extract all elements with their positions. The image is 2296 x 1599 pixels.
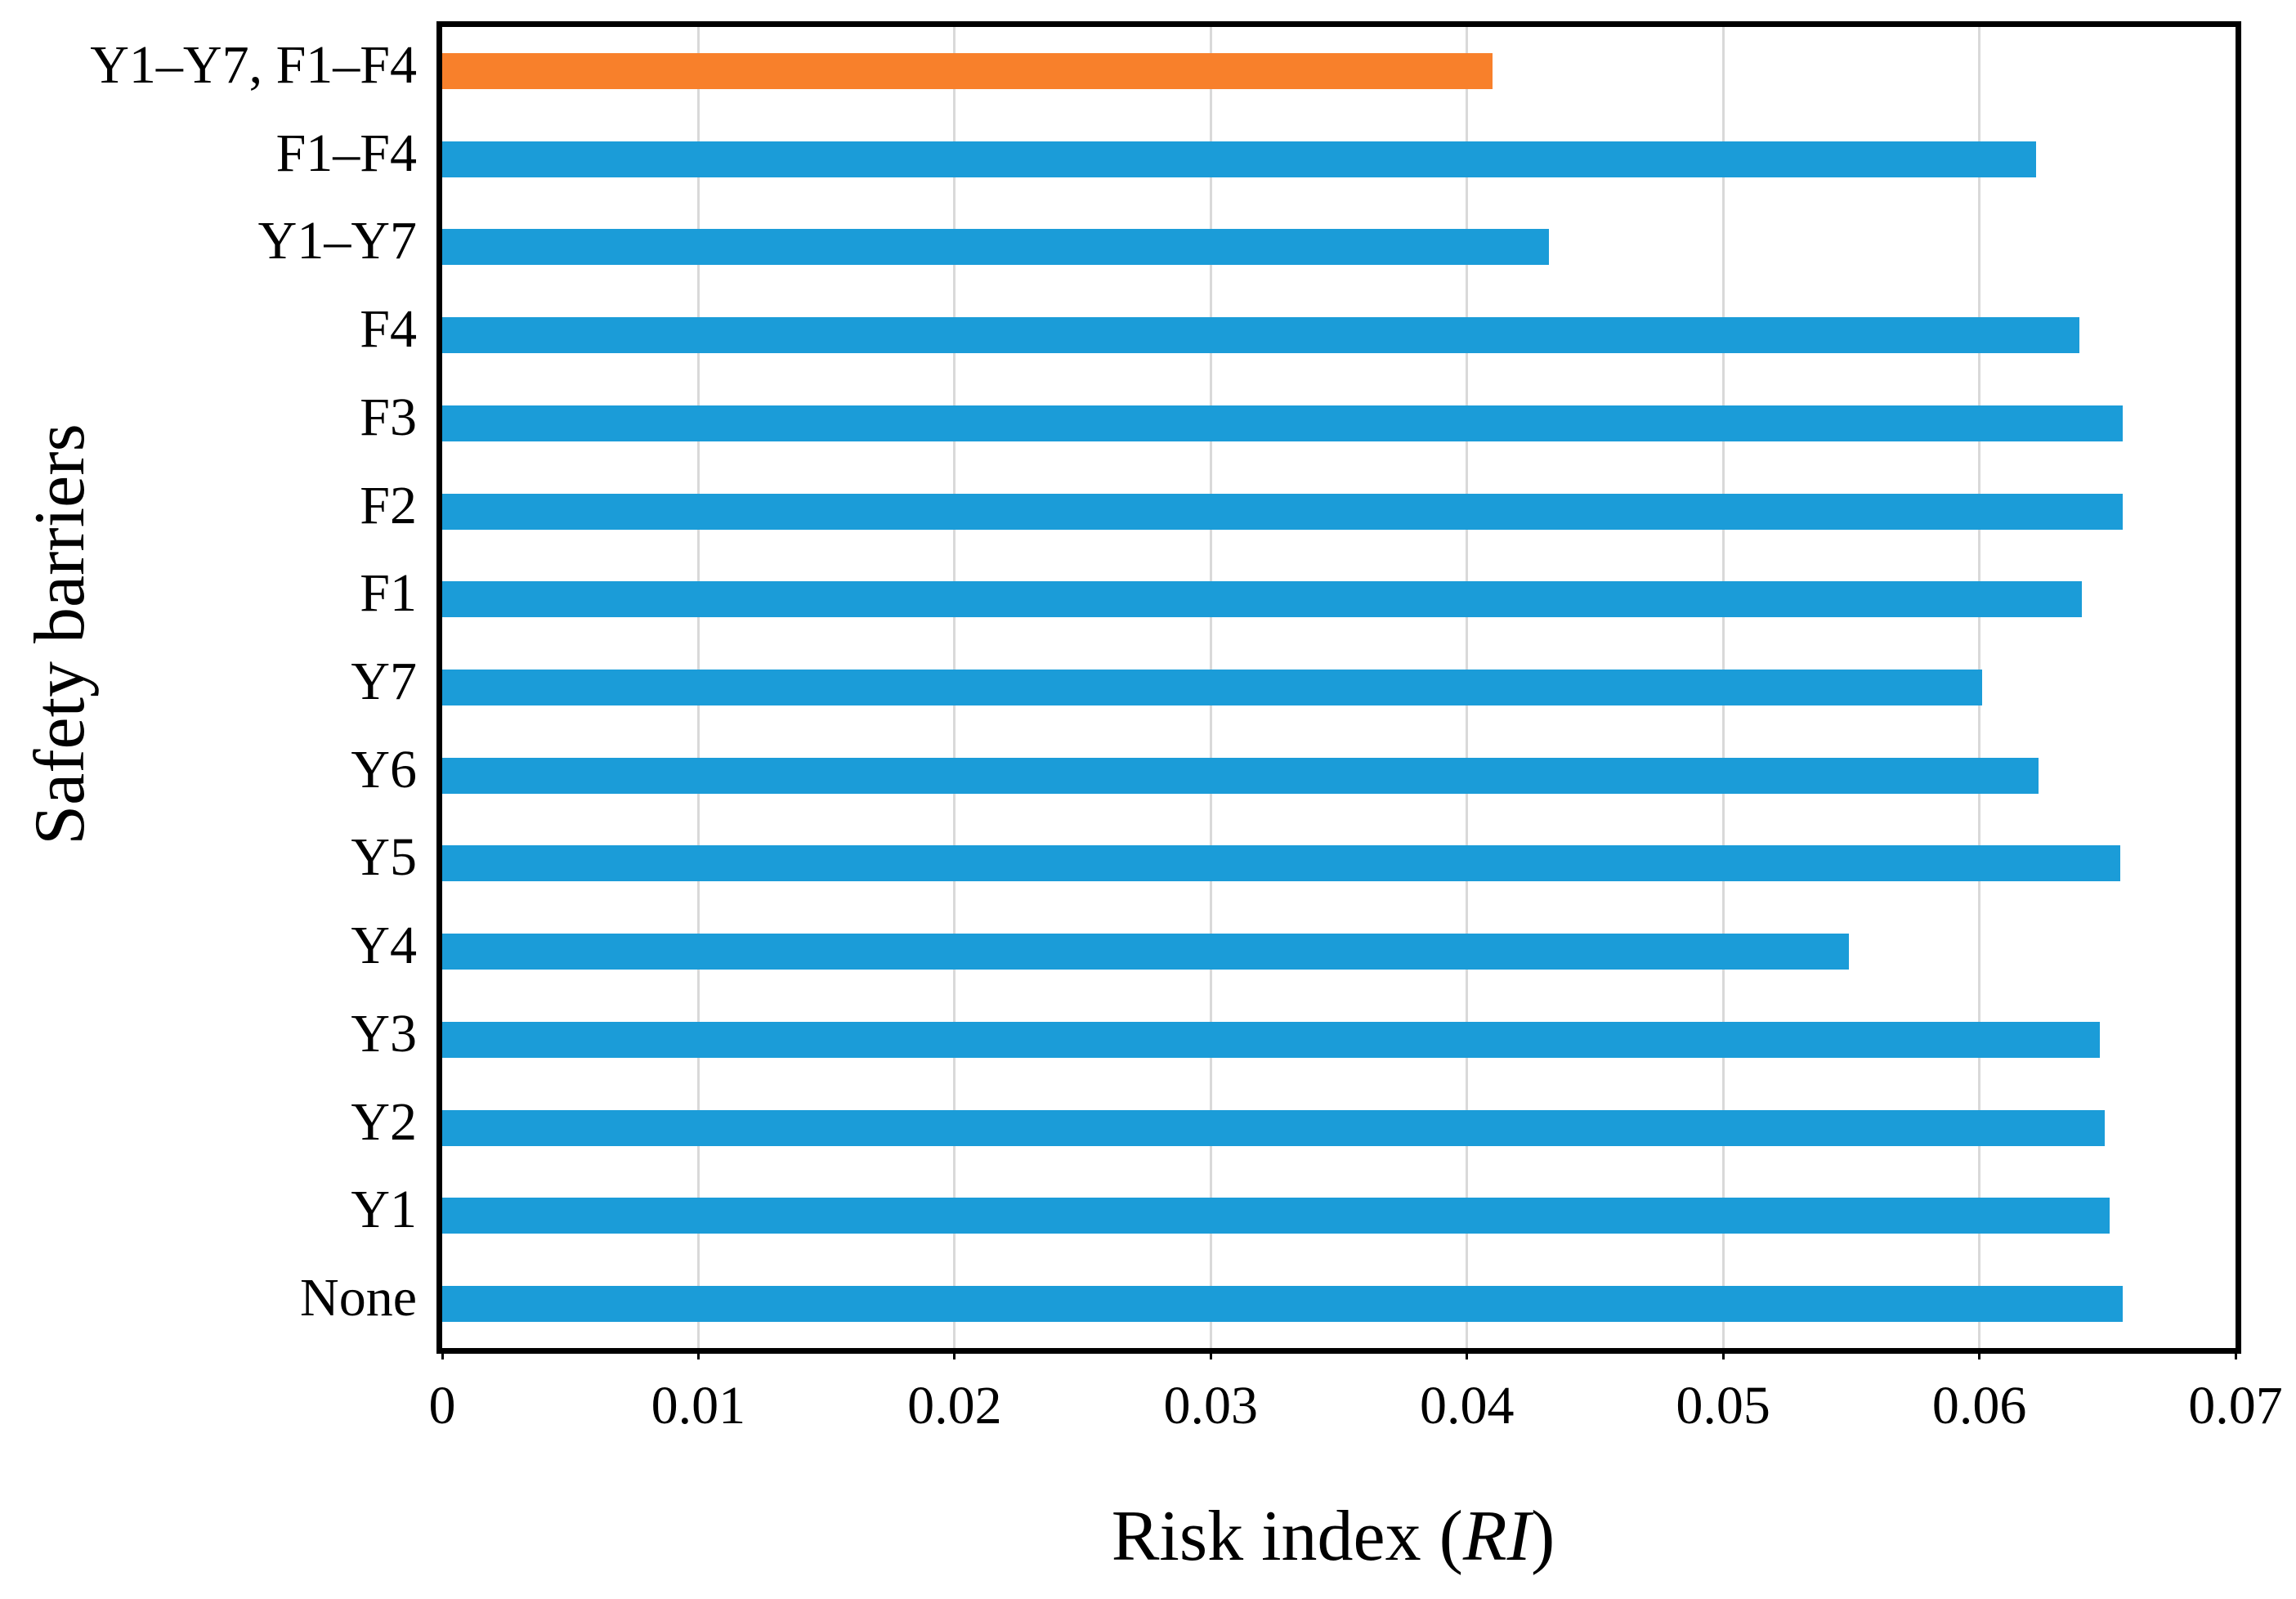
x-tick-0.07 (2234, 1348, 2237, 1359)
category-label-Y4: Y4 (351, 916, 417, 976)
bar-Y4 (442, 934, 1849, 970)
x-axis-title-prefix: Risk index ( (1111, 1497, 1463, 1576)
bar-Y2 (442, 1109, 2106, 1146)
bar-Y1–Y7, F1–F4 (442, 52, 1493, 89)
category-label-None: None (300, 1268, 417, 1328)
category-label-Y7: Y7 (351, 652, 417, 711)
bar-Y6 (442, 757, 2039, 794)
bar-Y3 (442, 1021, 2100, 1058)
x-tick-label-0.05: 0.05 (1676, 1376, 1770, 1436)
category-label-F1: F1 (360, 563, 417, 624)
x-tick-label-0.06: 0.06 (1931, 1376, 2027, 1436)
x-tick-label-0.07: 0.07 (2188, 1376, 2283, 1436)
x-tick-0 (441, 1348, 444, 1359)
x-tick-label-0.04: 0.04 (1419, 1376, 1515, 1436)
bar-Y5 (442, 845, 2120, 882)
category-label-Y1–Y7, F1–F4: Y1–Y7, F1–F4 (90, 34, 417, 95)
x-tick-0.06 (1978, 1348, 1981, 1359)
category-label-F4: F4 (360, 299, 417, 360)
x-tick-0.01 (696, 1348, 700, 1359)
x-tick-0.02 (953, 1348, 956, 1359)
x-axis-title-italic: RI (1462, 1497, 1531, 1576)
x-tick-0.03 (1209, 1348, 1212, 1359)
category-label-F1–F4: F1–F4 (275, 123, 417, 183)
bar-F1–F4 (442, 141, 2036, 177)
x-tick-0.05 (1721, 1348, 1725, 1359)
x-tick-0.04 (1466, 1348, 1469, 1359)
x-tick-label-0.01: 0.01 (651, 1376, 746, 1436)
x-tick-label-0.02: 0.02 (907, 1376, 1002, 1436)
bar-F1 (442, 581, 2082, 618)
x-tick-label-0: 0 (428, 1376, 456, 1436)
x-axis-title: Risk index (RI) (436, 1496, 2230, 1578)
bar-F2 (442, 493, 2124, 530)
category-label-Y3: Y3 (351, 1003, 417, 1064)
bar-Y1–Y7 (442, 229, 1549, 266)
bar-Y1 (442, 1198, 2110, 1234)
category-label-Y1: Y1 (351, 1180, 417, 1240)
category-axis-labels: Y1–Y7, F1–F4 F1–F4 Y1–Y7 F4 F3 F2 F1 Y7 Y6 Y5 Y4 Y3… (0, 21, 417, 1342)
category-label-F2: F2 (360, 475, 417, 535)
category-label-Y1–Y7: Y1–Y7 (257, 211, 417, 271)
category-label-Y2: Y2 (351, 1091, 417, 1152)
bar-None (442, 1286, 2124, 1323)
x-tick-label-0.03: 0.03 (1163, 1376, 1259, 1436)
category-label-F3: F3 (360, 387, 417, 447)
category-label-Y5: Y5 (351, 827, 417, 888)
bar-F4 (442, 317, 2079, 354)
x-axis-title-suffix: ) (1530, 1497, 1555, 1576)
plot-area (436, 21, 2241, 1354)
bar-Y7 (442, 670, 1982, 705)
category-label-Y6: Y6 (351, 739, 417, 800)
bar-F3 (442, 405, 2124, 441)
